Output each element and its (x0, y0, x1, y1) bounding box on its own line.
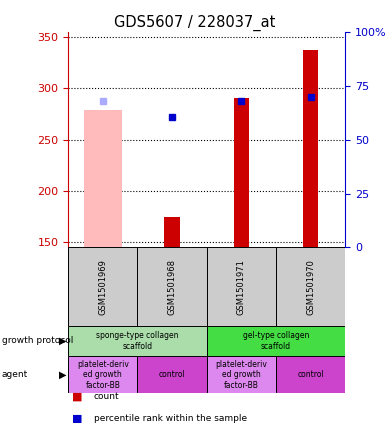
Bar (137, 356, 207, 393)
Text: agent: agent (2, 370, 28, 379)
Text: GSM1501968: GSM1501968 (168, 258, 177, 315)
Text: ▶: ▶ (59, 370, 66, 380)
Bar (165, 217, 180, 247)
Text: control: control (159, 370, 186, 379)
Text: platelet-deriv
ed growth
factor-BB: platelet-deriv ed growth factor-BB (215, 360, 267, 390)
Bar (276, 356, 345, 393)
Text: GSM1501969: GSM1501969 (98, 258, 107, 315)
Bar (84, 110, 122, 247)
Text: control: control (297, 370, 324, 379)
Bar (68, 247, 137, 326)
Bar (207, 326, 345, 356)
Text: percentile rank within the sample: percentile rank within the sample (94, 414, 247, 423)
Bar (303, 50, 318, 247)
Text: growth protocol: growth protocol (2, 336, 73, 346)
Text: count: count (94, 392, 119, 401)
Bar (68, 326, 207, 356)
Text: ▶: ▶ (59, 336, 66, 346)
Bar (137, 247, 207, 326)
Bar (234, 99, 249, 247)
Text: gel-type collagen
scaffold: gel-type collagen scaffold (243, 331, 309, 351)
Text: ■: ■ (72, 392, 83, 402)
Bar (207, 356, 276, 393)
Bar (207, 247, 276, 326)
Bar (68, 356, 137, 393)
Text: GSM1501970: GSM1501970 (306, 258, 315, 315)
Text: platelet-deriv
ed growth
factor-BB: platelet-deriv ed growth factor-BB (77, 360, 129, 390)
Text: GDS5607 / 228037_at: GDS5607 / 228037_at (114, 15, 276, 31)
Text: ■: ■ (72, 414, 83, 423)
Bar (276, 247, 345, 326)
Text: GSM1501971: GSM1501971 (237, 258, 246, 315)
Text: sponge-type collagen
scaffold: sponge-type collagen scaffold (96, 331, 179, 351)
